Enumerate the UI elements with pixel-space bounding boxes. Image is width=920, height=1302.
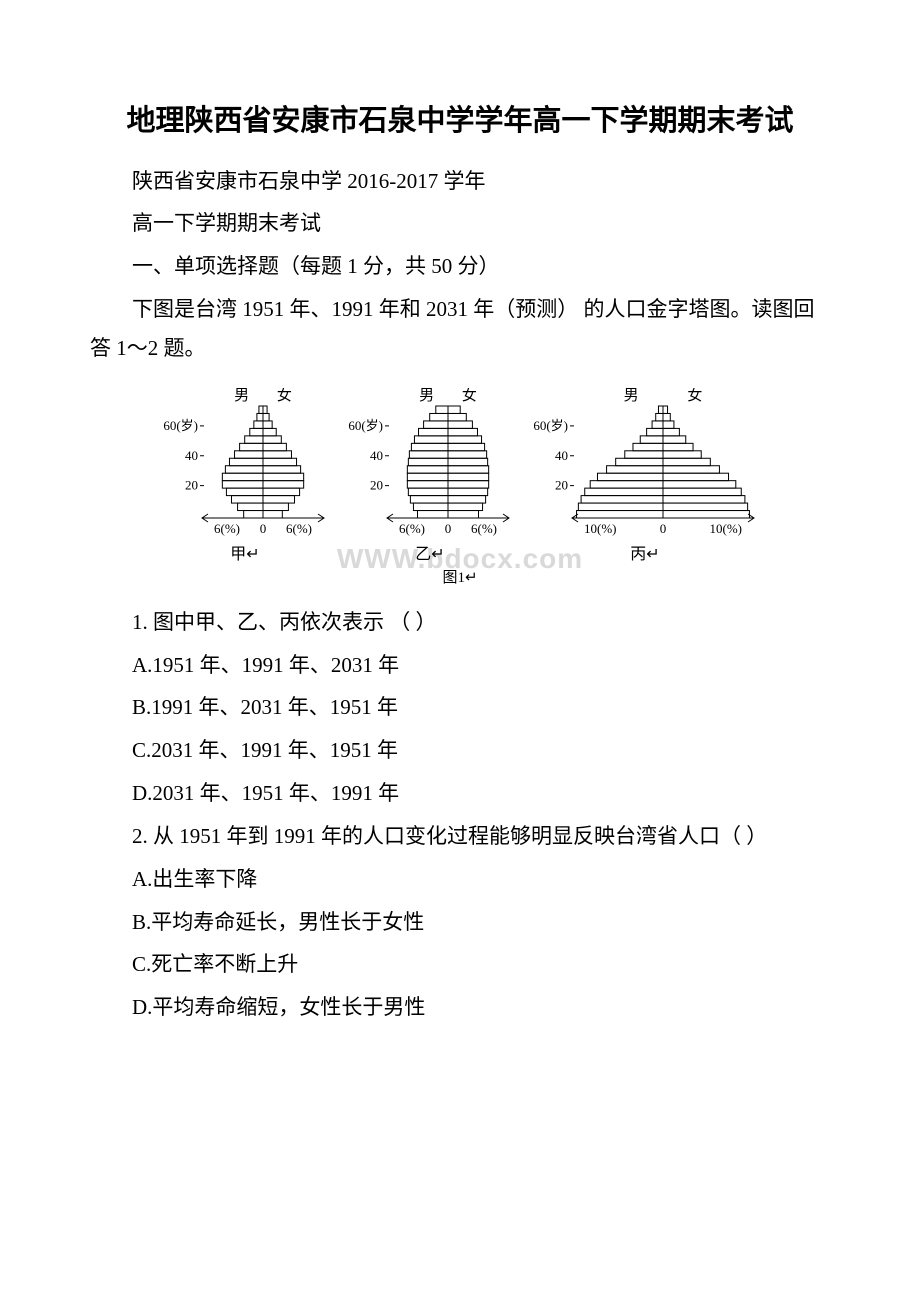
pyramids-row: 男 女 60(岁) 40 20 6(%) 0 6(%) 甲↵ 男 女 60(岁) 40 20 6(%) 0 6(…: [160, 388, 760, 564]
q2-option-d: D.平均寿命缩短，女性长于男性: [90, 988, 830, 1027]
pyramid-name: 甲↵: [160, 540, 330, 564]
male-label: 男: [624, 388, 639, 404]
female-label: 女: [277, 388, 292, 404]
q1-option-a: A.1951 年、1991 年、2031 年: [90, 646, 830, 685]
pyramid-name: 乙↵: [345, 540, 515, 564]
x-tick: 0: [445, 521, 452, 536]
q1-option-c: C.2031 年、1991 年、1951 年: [90, 731, 830, 770]
subtitle-1: 陕西省安康市石泉中学 2016-2017 学年: [90, 162, 830, 201]
page-title: 地理陕西省安康市石泉中学学年高一下学期期末考试: [90, 100, 830, 144]
q1-option-b: B.1991 年、2031 年、1951 年: [90, 688, 830, 727]
pyramid-block: 男 女 60(岁) 40 20 10(%) 0 10(%) 丙↵: [530, 388, 760, 564]
figure-caption: 图1↵: [160, 566, 760, 587]
pyramid-block: 男 女 60(岁) 40 20 6(%) 0 6(%) 甲↵: [160, 388, 330, 564]
y-tick: 20: [370, 477, 383, 492]
x-tick: 0: [660, 521, 667, 536]
male-label: 男: [234, 388, 249, 404]
q2-option-a: A.出生率下降: [90, 860, 830, 899]
x-tick: 0: [260, 521, 267, 536]
pyramid-block: 男 女 60(岁) 40 20 6(%) 0 6(%) 乙↵: [345, 388, 515, 564]
q2-stem: 2. 从 1951 年到 1991 年的人口变化过程能够明显反映台湾省人口（ ）: [90, 817, 830, 856]
pyramid-name: 丙↵: [530, 540, 760, 564]
y-tick: 40: [185, 447, 198, 462]
female-label: 女: [687, 388, 702, 404]
female-label: 女: [462, 388, 477, 404]
figure-1: WWW.bdocx.com 男女60(岁)40206(%)06(%)甲↵男女60…: [160, 388, 760, 587]
pyramid-甲: 男 女 60(岁) 40 20 6(%) 0 6(%): [160, 388, 330, 538]
x-tick: 6(%): [471, 521, 497, 536]
y-tick: 60(岁): [533, 418, 568, 433]
y-tick: 20: [555, 477, 568, 492]
x-tick: 6(%): [214, 521, 240, 536]
y-tick: 60(岁): [348, 418, 383, 433]
intro-text: 下图是台湾 1951 年、1991 年和 2031 年（预测） 的人口金字塔图。…: [90, 290, 830, 368]
subtitle-2: 高一下学期期末考试: [90, 204, 830, 243]
pyramid-乙: 男 女 60(岁) 40 20 6(%) 0 6(%): [345, 388, 515, 538]
section-heading: 一、单项选择题（每题 1 分，共 50 分）: [90, 247, 830, 286]
q2-option-b: B.平均寿命延长，男性长于女性: [90, 903, 830, 942]
y-tick: 40: [370, 447, 383, 462]
x-tick: 10(%): [710, 521, 743, 536]
y-tick: 20: [185, 477, 198, 492]
x-tick: 6(%): [286, 521, 312, 536]
x-tick: 10(%): [584, 521, 617, 536]
y-tick: 60(岁): [163, 418, 198, 433]
q2-option-c: C.死亡率不断上升: [90, 945, 830, 984]
y-tick: 40: [555, 447, 568, 462]
q1-stem: 1. 图中甲、乙、丙依次表示 （ ）: [90, 603, 830, 642]
pyramid-丙: 男 女 60(岁) 40 20 10(%) 0 10(%): [530, 388, 760, 538]
x-tick: 6(%): [399, 521, 425, 536]
q1-option-d: D.2031 年、1951 年、1991 年: [90, 774, 830, 813]
male-label: 男: [419, 388, 434, 404]
